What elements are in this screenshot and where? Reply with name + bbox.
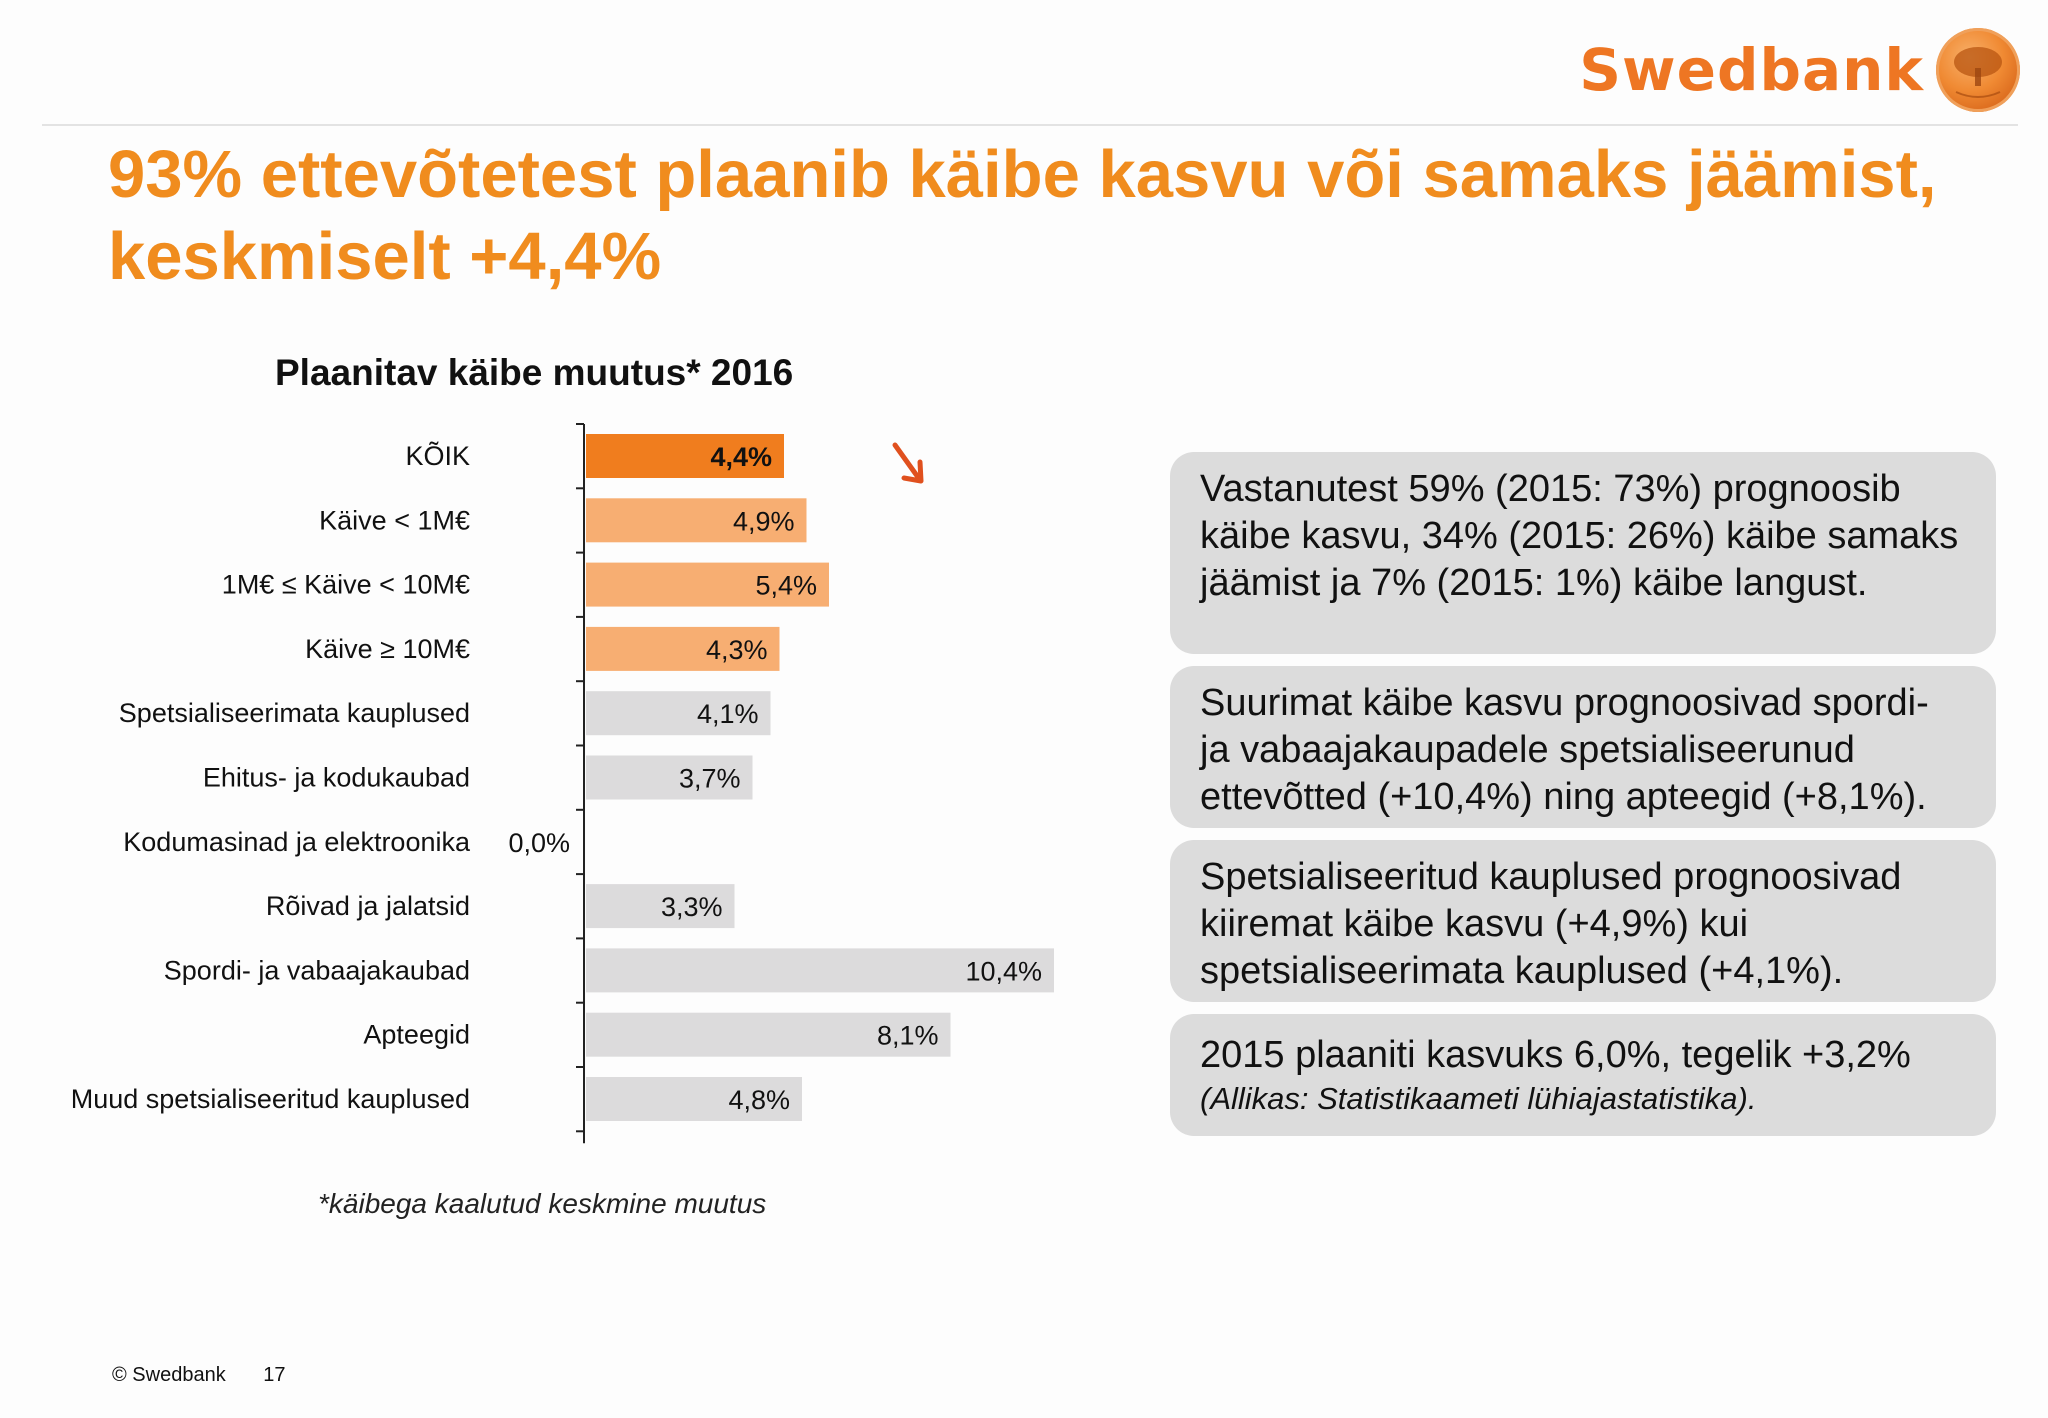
- logo-text: Swedbank: [1579, 36, 1924, 104]
- category-label: Rõivad ja jalatsid: [266, 891, 470, 921]
- bar: [586, 1077, 802, 1121]
- category-label: 1M€ ≤ Käive < 10M€: [222, 570, 470, 600]
- oak-tree-icon: [1936, 28, 2020, 112]
- info-box-text: Spetsialiseeritud kauplused prognoosivad…: [1200, 856, 1902, 992]
- bar-chart: KÕIK 4,4% Käive < 1M€ 4,9% 1M€ ≤ Käive < 10M…: [71, 423, 1054, 1144]
- data-label: 4,3%: [706, 635, 768, 665]
- info-box-text: Vastanutest 59% (2015: 73%) prognoosib k…: [1200, 468, 1959, 604]
- header-divider: [42, 124, 2018, 126]
- slide-title: 93% ettevõtetest plaanib käibe kasvu või…: [108, 137, 1937, 294]
- data-label: 4,1%: [697, 699, 759, 729]
- category-label: Käive < 1M€: [319, 505, 470, 535]
- data-label: 8,1%: [877, 1021, 939, 1051]
- info-box-text: 2015 plaaniti kasvuks 6,0%, tegelik +3,2…: [1200, 1034, 1911, 1076]
- footer: © Swedbank 17: [112, 1364, 318, 1387]
- data-label: 3,3%: [661, 892, 723, 922]
- category-label: KÕIK: [405, 440, 470, 471]
- info-box-top-growth: Suurimat käibe kasvu prognoosivad spordi…: [1170, 666, 1996, 828]
- info-box-2015: 2015 plaaniti kasvuks 6,0%, tegelik +3,2…: [1170, 1014, 1996, 1136]
- category-label: Ehitus- ja kodukaubad: [203, 763, 470, 793]
- data-label: 4,9%: [733, 506, 795, 536]
- chart-title: Plaanitav käibe muutus* 2016: [275, 352, 794, 393]
- bar: [586, 948, 1054, 993]
- category-label: Käive ≥ 10M€: [305, 634, 470, 664]
- info-box-respondents: Vastanutest 59% (2015: 73%) prognoosib k…: [1170, 452, 1996, 654]
- bar: [586, 498, 807, 543]
- info-box-source: (Allikas: Statistikaameti lühiajastatist…: [1200, 1081, 1757, 1116]
- info-box-specialized: Spetsialiseeritud kauplused prognoosivad…: [1170, 840, 1996, 1002]
- data-label: 0,0%: [508, 828, 570, 858]
- swedbank-logo: Swedbank: [1579, 28, 2020, 112]
- down-trend-arrow-icon: [892, 442, 924, 484]
- bar: [586, 1012, 951, 1057]
- bar: [586, 755, 753, 800]
- bar: [586, 691, 771, 736]
- bar: [586, 626, 780, 671]
- copyright: © Swedbank: [112, 1364, 226, 1386]
- page-number: 17: [263, 1364, 286, 1386]
- bar: [586, 562, 829, 607]
- data-label: 4,8%: [728, 1085, 790, 1115]
- bar: [586, 884, 735, 929]
- category-label: Kodumasinad ja elektroonika: [123, 827, 471, 857]
- category-label: Muud spetsialiseeritud kauplused: [71, 1084, 470, 1114]
- data-label: 5,4%: [755, 571, 817, 601]
- chart-footnote: *käibega kaalutud keskmine muutus: [318, 1188, 767, 1219]
- category-label: Apteegid: [363, 1020, 470, 1050]
- category-label: Spetsialiseerimata kauplused: [119, 698, 470, 728]
- data-label: 10,4%: [965, 956, 1042, 986]
- info-box-text: Suurimat käibe kasvu prognoosivad spordi…: [1200, 682, 1929, 818]
- data-label: 3,7%: [679, 764, 741, 794]
- data-label: 4,4%: [710, 442, 772, 472]
- bar: [586, 434, 784, 478]
- category-label: Spordi- ja vabaajakaubad: [164, 955, 470, 985]
